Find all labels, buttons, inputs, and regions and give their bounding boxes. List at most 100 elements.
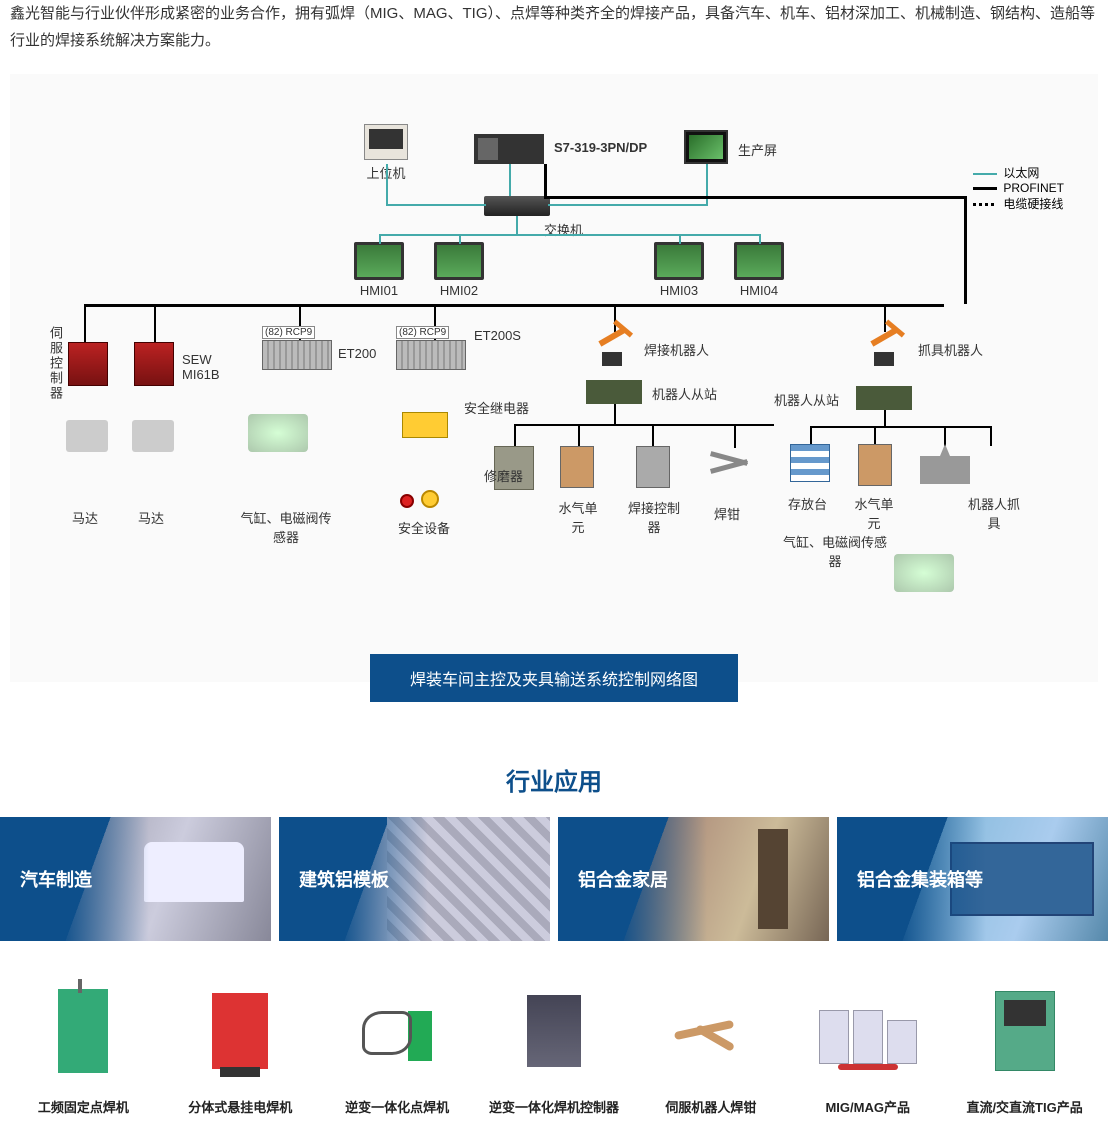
product-icon: [818, 998, 918, 1064]
product-label: 伺服机器人焊钳: [637, 1097, 784, 1116]
product-item[interactable]: 伺服机器人焊钳: [637, 981, 784, 1116]
prod-screen-label: 生产屏: [738, 140, 777, 159]
product-label: 逆变一体化焊机控制器: [481, 1097, 628, 1116]
tongs-node: [710, 446, 760, 483]
et200s-label: ET200S: [474, 328, 521, 343]
hmi-icon: [434, 242, 484, 280]
shelf-icon: [790, 444, 830, 482]
grinder-label: 修磨器: [484, 466, 523, 485]
robot-station2-label: 机器人从站: [774, 390, 839, 409]
components-icon: [894, 554, 954, 592]
diagram-caption: 焊装车间主控及夹具输送系统控制网络图: [370, 654, 738, 702]
motor1-label: 马达: [72, 508, 98, 527]
gripper-node: [920, 444, 970, 487]
hmi04-label: HMI04: [740, 283, 778, 298]
shelf-label: 存放台: [788, 494, 827, 513]
product-label: 工频固定点焊机: [10, 1097, 157, 1116]
weld-robot-node: [594, 326, 630, 369]
app-card-furniture[interactable]: 铝合金家居: [558, 817, 829, 941]
robot-station-label: 机器人从站: [652, 384, 717, 403]
air-label: 水气单元: [556, 498, 600, 536]
tongs-label: 焊钳: [714, 504, 740, 523]
plc-node: [474, 134, 544, 167]
air2-label: 水气单元: [852, 494, 896, 532]
hmi01-label: HMI01: [360, 283, 398, 298]
hmi04-node: HMI04: [734, 242, 784, 298]
air-icon: [858, 444, 892, 486]
app-label: 铝合金家居: [578, 866, 668, 892]
switch-icon: [484, 196, 550, 216]
drive1-node: [68, 342, 108, 389]
station-icon: [856, 386, 912, 410]
product-label: 直流/交直流TIG产品: [951, 1097, 1098, 1116]
valves2-label: 气缸、电磁阀传感器: [780, 532, 890, 570]
servo-label: 伺服控制器: [46, 326, 65, 401]
drive-icon: [68, 342, 108, 386]
drive-icon: [134, 342, 174, 386]
product-icon: [995, 991, 1055, 1071]
valves-label: 气缸、电磁阀传感器: [236, 508, 336, 546]
air2-node: [858, 444, 892, 489]
station-icon: [586, 380, 642, 404]
product-item[interactable]: MIG/MAG产品: [794, 981, 941, 1116]
product-item[interactable]: 工频固定点焊机: [10, 981, 157, 1116]
section-title-applications: 行业应用: [0, 762, 1108, 797]
product-icon: [362, 1001, 432, 1061]
switch-label: 交换机: [544, 220, 583, 239]
et200-node: (82) RCP9: [262, 340, 332, 373]
tv-icon: [684, 130, 728, 164]
app-label: 铝合金集装箱等: [857, 866, 983, 892]
gripper-label: 机器人抓具: [964, 494, 1024, 532]
intro-paragraph: 鑫光智能与行业伙伴形成紧密的业务合作，拥有弧焊（MIG、MAG、TIG）、点焊等…: [0, 0, 1108, 74]
robot-station2-node: [856, 386, 912, 413]
applications-row: 汽车制造 建筑铝模板 铝合金家居 铝合金集装箱等: [0, 817, 1108, 941]
legend-profinet: PROFINET: [1003, 181, 1064, 195]
drive2-node: [134, 342, 174, 389]
components-icon: [248, 414, 308, 452]
relay-icon: [402, 412, 448, 438]
product-item[interactable]: 逆变一体化焊机控制器: [481, 981, 628, 1116]
tongs-icon: [710, 446, 760, 480]
hmi-icon: [354, 242, 404, 280]
weld-ctrl-label: 焊接控制器: [624, 498, 684, 536]
gripper-icon: [920, 444, 970, 484]
shelf-node: [790, 444, 830, 485]
product-label: MIG/MAG产品: [794, 1097, 941, 1116]
sew-label: SEW MI61B: [182, 352, 242, 382]
valves-node: [248, 414, 308, 455]
weld-robot-label: 焊接机器人: [644, 340, 709, 359]
product-item[interactable]: 分体式悬挂电焊机: [167, 981, 314, 1116]
product-icon: [527, 995, 581, 1067]
io-module-icon: [262, 340, 332, 370]
network-diagram-container: 以太网 PROFINET 电缆硬接线 上位机 S7-319-3PN/DP 生产屏…: [10, 74, 1098, 682]
product-icon: [674, 1006, 748, 1056]
product-item[interactable]: 逆变一体化点焊机: [324, 981, 471, 1116]
product-icon: [58, 989, 108, 1073]
grip-robot-node: [866, 326, 902, 369]
grip-robot-label: 抓具机器人: [918, 340, 983, 359]
diagram-legend: 以太网 PROFINET 电缆硬接线: [973, 164, 1064, 212]
et200-label: ET200: [338, 346, 376, 361]
app-card-container[interactable]: 铝合金集装箱等: [837, 817, 1108, 941]
rcp-tag-1: (82) RCP9: [262, 326, 315, 339]
relay-node: [402, 412, 448, 441]
app-card-auto[interactable]: 汽车制造: [0, 817, 271, 941]
motor2-node: [132, 420, 174, 455]
hmi02-label: HMI02: [440, 283, 478, 298]
relay-label: 安全继电器: [464, 398, 529, 417]
motor-icon: [66, 420, 108, 452]
products-row: 工频固定点焊机 分体式悬挂电焊机 逆变一体化点焊机 逆变一体化焊机控制器 伺服机…: [0, 941, 1108, 1136]
legend-ethernet: 以太网: [1003, 166, 1039, 180]
legend-cable: 电缆硬接线: [1003, 197, 1063, 211]
motor2-label: 马达: [138, 508, 164, 527]
pc-icon: [364, 124, 408, 160]
hmi01-node: HMI01: [354, 242, 404, 298]
product-item[interactable]: 直流/交直流TIG产品: [951, 981, 1098, 1116]
motor-icon: [132, 420, 174, 452]
app-card-formwork[interactable]: 建筑铝模板: [279, 817, 550, 941]
safety-label: 安全设备: [398, 518, 450, 537]
rcp-tag-2: (82) RCP9: [396, 326, 449, 339]
product-label: 分体式悬挂电焊机: [167, 1097, 314, 1116]
plc-icon: [474, 134, 544, 164]
io-module-icon: [396, 340, 466, 370]
